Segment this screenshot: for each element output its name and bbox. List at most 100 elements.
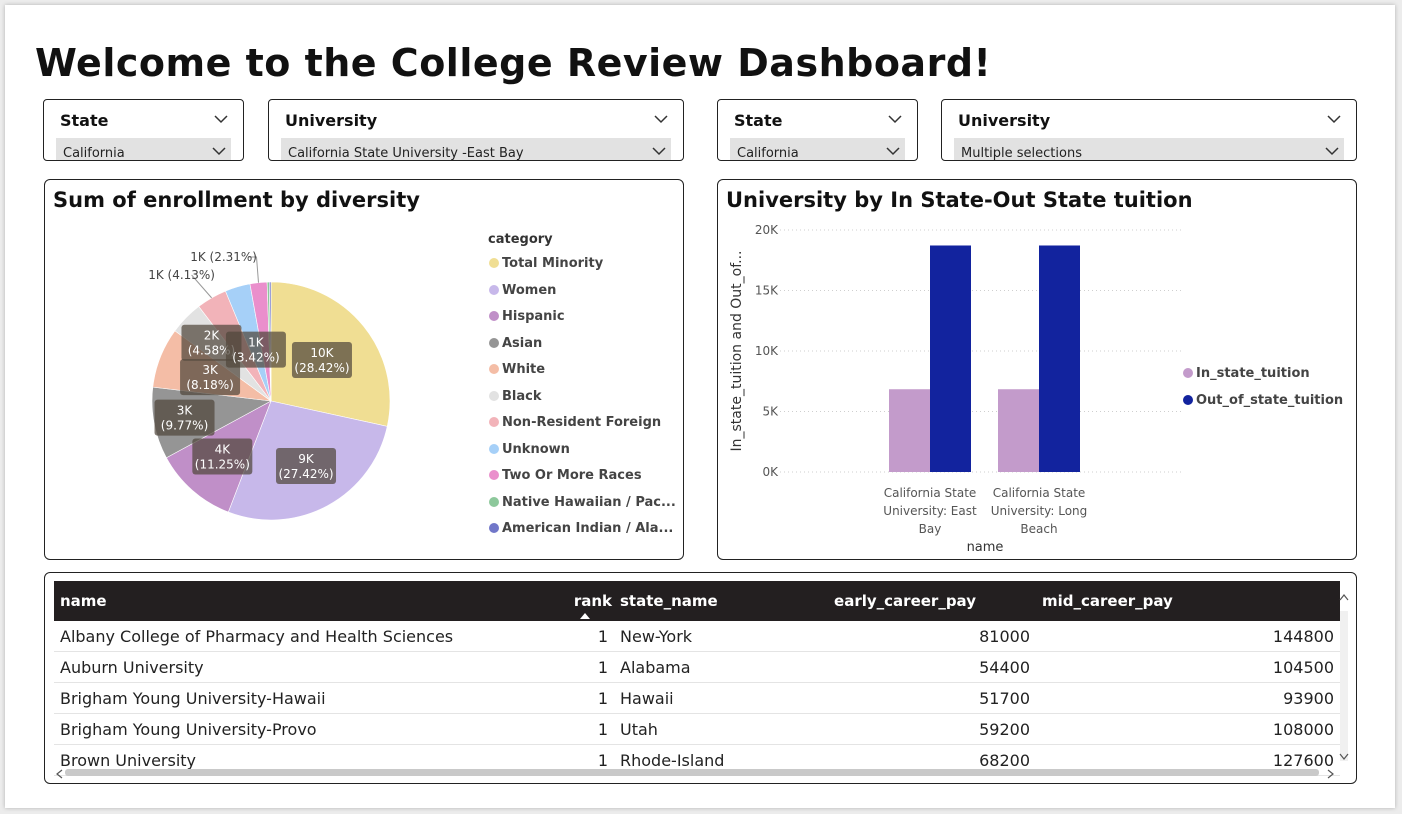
cell-state-name: Alabama: [614, 651, 825, 683]
scroll-left-icon[interactable]: [55, 769, 63, 779]
column-header-mid-career-pay[interactable]: mid_career_pay: [1036, 581, 1340, 621]
chevron-down-icon[interactable]: [1326, 112, 1342, 126]
scroll-up-icon[interactable]: [1339, 593, 1349, 601]
bar[interactable]: [889, 389, 930, 472]
pie-data-label: (9.77%): [161, 419, 208, 433]
legend-item[interactable]: Unknown: [489, 442, 570, 457]
legend-item[interactable]: Two Or More Races: [489, 468, 642, 483]
x-tick-label: California State: [993, 486, 1086, 500]
cell-name: Albany College of Pharmacy and Health Sc…: [54, 621, 564, 652]
y-axis-label: In_state_tuition and Out_of...: [729, 251, 745, 452]
cell-mid-career-pay: 104500: [1036, 651, 1340, 683]
chevron-down-icon[interactable]: [213, 112, 229, 126]
legend-item[interactable]: Hispanic: [489, 309, 565, 324]
university-slicer-left[interactable]: University California State University -…: [268, 99, 684, 161]
pie-data-label: (4.58%): [188, 344, 235, 358]
colleges-table-card: name rank state_name early_career_pay mi…: [44, 572, 1357, 784]
legend-item[interactable]: Out_of_state_tuition: [1183, 393, 1343, 408]
legend-item[interactable]: Women: [489, 283, 556, 298]
legend-dot-icon: [489, 364, 499, 374]
legend-label: In_state_tuition: [1196, 366, 1310, 381]
column-header-name[interactable]: name: [54, 581, 564, 621]
legend-label: Out_of_state_tuition: [1196, 393, 1344, 408]
legend-item[interactable]: In_state_tuition: [1183, 366, 1310, 381]
legend-dot-icon: [489, 443, 499, 454]
y-tick-label: 20K: [755, 223, 779, 237]
legend-dot-icon: [489, 390, 499, 401]
legend-item[interactable]: White: [489, 362, 545, 377]
mid-career-pay-header-label: mid_career_pay: [1042, 592, 1173, 610]
slicer-dropdown[interactable]: Multiple selections: [954, 138, 1344, 161]
pie-leader-line: [191, 274, 212, 299]
cell-mid-career-pay: 93900: [1036, 682, 1340, 714]
pie-leader-line: [248, 256, 259, 283]
vertical-scrollbar[interactable]: [1340, 611, 1348, 761]
chevron-down-icon[interactable]: [211, 145, 227, 157]
scroll-right-icon[interactable]: [1327, 769, 1335, 779]
x-tick-label: California State: [884, 486, 977, 500]
legend-item[interactable]: Native Hawaiian / Pac...: [489, 495, 676, 510]
cell-rank: 1: [564, 621, 614, 652]
legend-label: Asian: [502, 335, 543, 351]
cell-rank: 1: [564, 651, 614, 683]
legend-label: Unknown: [502, 441, 570, 457]
enrollment-pie-chart[interactable]: 10K(28.42%)9K(27.42%)4K(11.25%)3K(9.77%)…: [45, 220, 485, 560]
chevron-down-icon[interactable]: [653, 112, 669, 126]
bar[interactable]: [998, 389, 1039, 472]
legend-item[interactable]: Total Minority: [489, 256, 603, 271]
table-row[interactable]: Auburn University 1 Alabama 54400 104500: [54, 651, 1340, 683]
enrollment-pie-card: Sum of enrollment by diversity 10K (28.42…: [44, 179, 684, 560]
legend-title: category: [488, 232, 553, 247]
slicer-dropdown[interactable]: California: [56, 138, 231, 161]
bar[interactable]: [930, 245, 971, 472]
x-tick-label: Beach: [1020, 522, 1057, 536]
column-header-early-career-pay[interactable]: early_career_pay: [825, 581, 1036, 621]
legend-item[interactable]: American Indian / Ala...: [489, 521, 673, 536]
state-slicer-right[interactable]: State California: [717, 99, 918, 161]
pie-data-label-box: [225, 331, 286, 368]
slicer-dropdown[interactable]: California State University -East Bay: [281, 138, 671, 161]
pie-chart-title: Sum of enrollment by diversity: [53, 188, 420, 212]
legend-item[interactable]: Black: [489, 389, 542, 404]
slicer-value: California: [63, 146, 125, 161]
university-slicer-right[interactable]: University Multiple selections: [941, 99, 1357, 161]
legend-label: Two Or More Races: [502, 468, 642, 483]
legend-label: Black: [502, 388, 542, 404]
pie-data-label-box: [192, 438, 253, 475]
sort-ascending-icon[interactable]: [580, 613, 590, 619]
tuition-bar-chart[interactable]: 0K 5K 10K 15K 20K In_state_tuition and Out_of…: [718, 180, 1356, 559]
table-row[interactable]: Albany College of Pharmacy and Health Sc…: [54, 621, 1340, 652]
chevron-down-icon[interactable]: [1324, 145, 1340, 157]
bar[interactable]: [1039, 245, 1080, 472]
legend-item[interactable]: Non-Resident Foreign: [489, 415, 661, 430]
state-slicer-left[interactable]: State California: [43, 99, 244, 161]
slicer-label: State: [734, 111, 783, 130]
legend-dot-icon: [489, 470, 499, 480]
pie-data-label: (3.42%): [232, 351, 279, 365]
legend-label: American Indian / Ala...: [502, 521, 674, 536]
bar-chart-title: University by In State-Out State tuition: [726, 188, 1193, 212]
pie-data-label: (28.42%): [294, 361, 349, 375]
table-row[interactable]: Brigham Young University-Hawaii 1 Hawaii…: [54, 682, 1340, 714]
column-header-rank[interactable]: rank: [564, 581, 614, 621]
legend-label: Hispanic: [502, 309, 565, 324]
chevron-down-icon[interactable]: [885, 145, 901, 157]
pie-data-label: 10K: [310, 346, 334, 360]
chevron-down-icon[interactable]: [887, 112, 903, 126]
table-row[interactable]: Brigham Young University-Provo 1 Utah 59…: [54, 713, 1340, 745]
pie-data-label: (8.18%): [186, 378, 233, 392]
tuition-bar-card: University by In State-Out State tuition…: [717, 179, 1357, 560]
cell-mid-career-pay: 108000: [1036, 713, 1340, 745]
y-tick-label: 5K: [762, 405, 779, 419]
horizontal-scrollbar[interactable]: [65, 769, 1319, 776]
colleges-table: name rank state_name early_career_pay mi…: [54, 581, 1340, 776]
legend-item[interactable]: Asian: [489, 336, 542, 351]
cell-rank: 1: [564, 682, 614, 714]
slicer-dropdown[interactable]: California: [730, 138, 905, 161]
legend-dot-icon: [1183, 368, 1193, 378]
scroll-down-icon[interactable]: [1339, 753, 1349, 761]
legend-label: Native Hawaiian / Pac...: [502, 494, 676, 510]
chevron-down-icon[interactable]: [651, 145, 667, 157]
pie-data-label: (27.42%): [278, 467, 333, 481]
column-header-state-name[interactable]: state_name: [614, 581, 825, 621]
